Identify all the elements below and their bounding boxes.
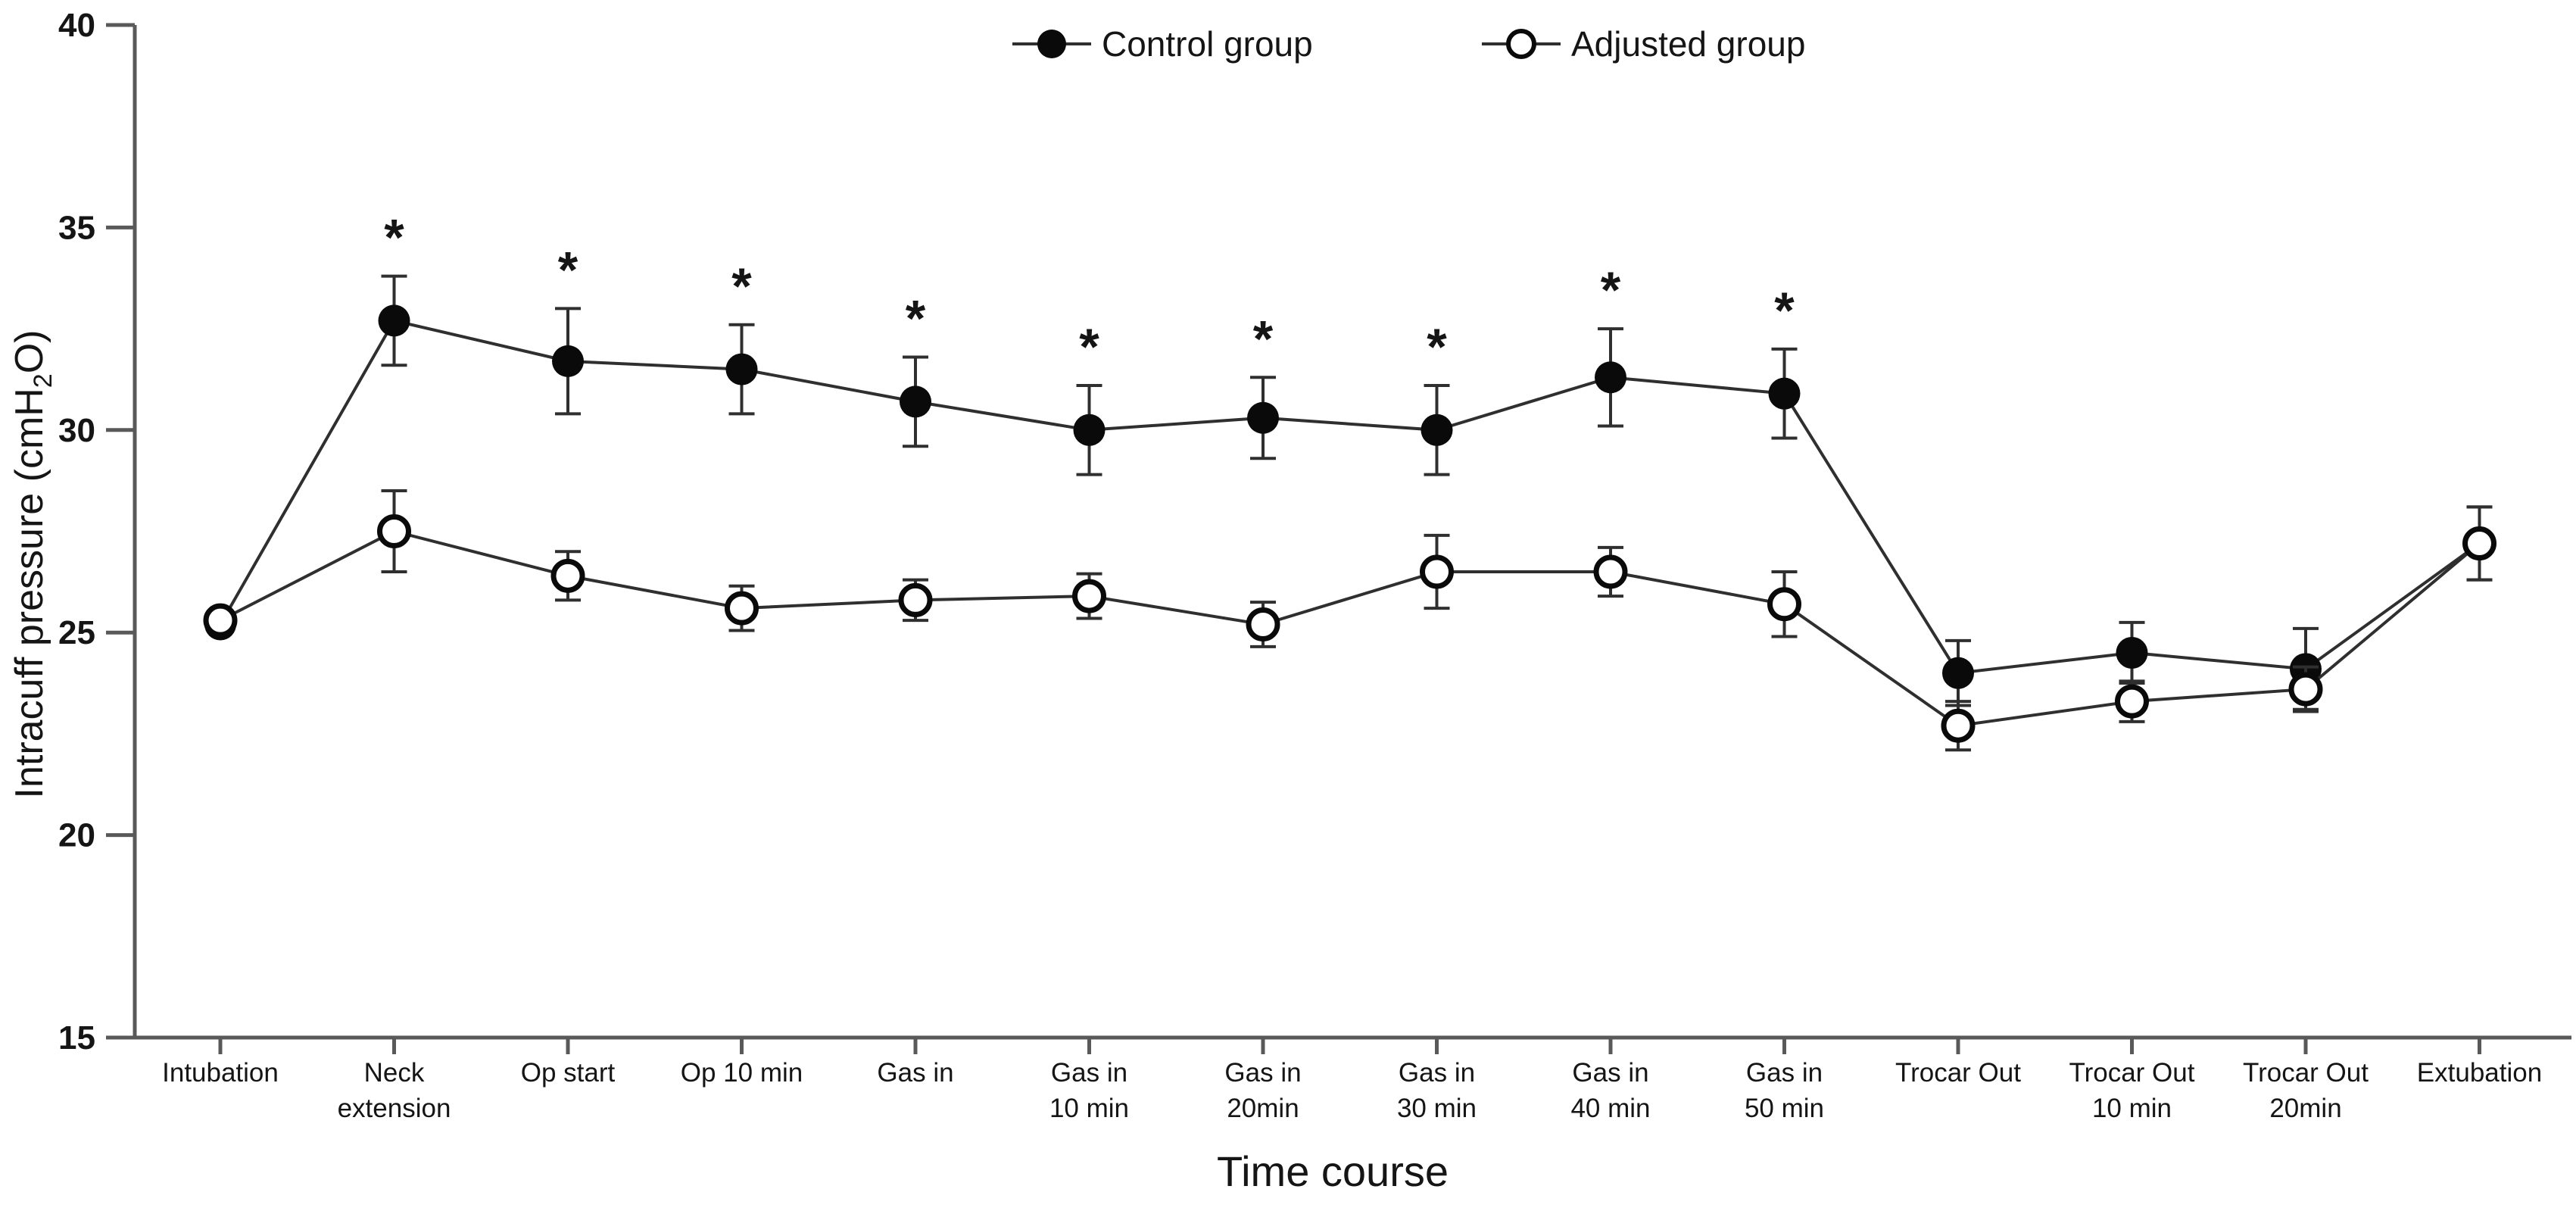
x-category-label: Gas in 10 min: [1049, 1058, 1129, 1123]
data-point-control: [552, 345, 584, 377]
y-tick-label: 20: [58, 817, 95, 854]
series-adjusted: [203, 489, 2496, 752]
data-point-adjusted: [1941, 708, 1976, 743]
data-point-adjusted: [1246, 607, 1280, 642]
legend-item: Control group: [1012, 24, 1313, 64]
y-axis-title: Intracuff pressure (cmH2O): [8, 329, 58, 798]
significance-asterisk: *: [731, 257, 752, 315]
x-category-label: Trocar Out: [1895, 1058, 2021, 1088]
data-point-adjusted: [2288, 672, 2323, 707]
x-category-label: Gas in 20min: [1224, 1058, 1301, 1123]
data-point-control: [2116, 636, 2148, 669]
data-point-control: [1942, 657, 1974, 689]
series-line: [219, 319, 2481, 675]
data-point-adjusted: [550, 558, 585, 593]
significance-asterisk: *: [906, 290, 926, 348]
y-tick-label: 25: [58, 614, 95, 651]
x-category-label: Op start: [521, 1058, 616, 1088]
data-point-adjusted: [1767, 587, 1801, 622]
significance-asterisk: *: [1601, 261, 1621, 319]
data-point-control: [1768, 377, 1801, 410]
data-point-control: [1421, 414, 1453, 446]
significance-asterisk: *: [1427, 318, 1447, 376]
data-point-control: [1073, 414, 1106, 446]
series-control: [204, 274, 2496, 711]
series-line: [220, 529, 2481, 728]
x-category-label: Op 10 min: [681, 1058, 803, 1088]
x-axis-title: Time course: [1217, 1147, 1449, 1195]
x-category-label: Neck extension: [338, 1058, 451, 1123]
data-point-adjusted: [2115, 684, 2149, 719]
x-category-label: Extubation: [2417, 1058, 2542, 1088]
data-point-control: [725, 353, 758, 385]
data-point-control: [1595, 361, 1626, 394]
significance-asterisk: *: [1253, 310, 1274, 367]
significance-asterisk: *: [384, 209, 404, 267]
x-category-label: Gas in 50 min: [1745, 1058, 1824, 1123]
data-point-adjusted: [203, 603, 238, 638]
x-category-label: Trocar Out 20min: [2243, 1058, 2369, 1123]
data-point-adjusted: [725, 591, 759, 626]
data-point-control: [900, 385, 931, 418]
data-point-control: [378, 304, 410, 337]
data-point-adjusted: [898, 582, 933, 617]
legend-open-circle-icon: [1506, 29, 1536, 59]
legend-label: Adjusted group: [1571, 24, 1805, 64]
significance-asterisk: *: [1079, 318, 1099, 376]
data-point-adjusted: [1593, 554, 1628, 589]
legend-filled-circle-icon: [1037, 30, 1066, 58]
x-category-label: Gas in 40 min: [1570, 1058, 1650, 1123]
legend-item: Adjusted group: [1482, 24, 1805, 64]
data-point-adjusted: [1072, 579, 1106, 613]
x-category-label: Intubation: [162, 1058, 279, 1088]
data-point-control: [1247, 401, 1279, 434]
legend-label: Control group: [1102, 24, 1313, 64]
data-point-adjusted: [1420, 554, 1454, 589]
y-tick-label: 15: [58, 1019, 95, 1057]
y-tick-label: 40: [58, 7, 95, 44]
x-category-label: Gas in: [877, 1058, 953, 1088]
x-category-label: Gas in 30 min: [1397, 1058, 1477, 1123]
significance-asterisk: *: [1774, 282, 1795, 339]
data-point-adjusted: [2462, 526, 2496, 561]
y-tick-label: 35: [58, 209, 95, 246]
x-category-label: Trocar Out 10 min: [2069, 1058, 2195, 1123]
y-tick-label: 30: [58, 412, 95, 449]
data-point-adjusted: [377, 514, 411, 548]
significance-asterisk: *: [558, 241, 579, 298]
